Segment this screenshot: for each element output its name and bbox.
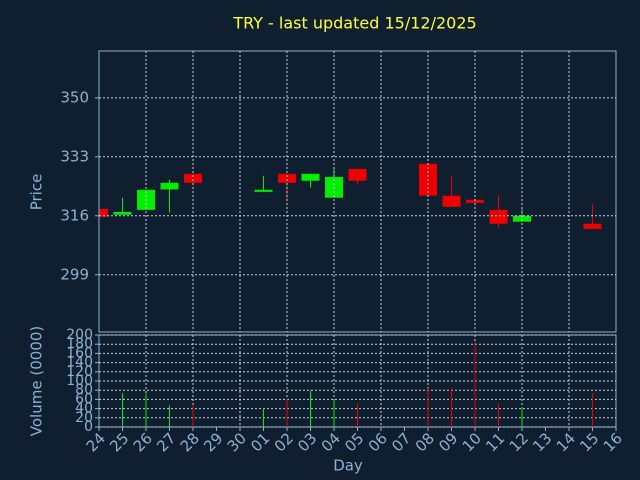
y-tick-label: 0: [84, 419, 93, 435]
candle-body: [99, 208, 108, 217]
x-tick-label: 29: [200, 429, 226, 455]
candle-body: [513, 215, 531, 222]
x-tick-label: 26: [130, 429, 156, 455]
candle-body: [466, 199, 484, 203]
x-tick-label: 14: [553, 429, 579, 455]
y-tick-label: 180: [66, 336, 93, 352]
candle-body: [348, 168, 367, 181]
x-tick-label: 11: [482, 429, 508, 455]
x-tick-label: 04: [318, 429, 344, 455]
candle-body: [301, 173, 320, 181]
candle-body: [160, 182, 179, 190]
x-tick-label: 27: [153, 429, 179, 455]
x-tick-label: 02: [271, 429, 297, 455]
y-tick-label: 299: [60, 265, 89, 283]
candle-body: [184, 173, 202, 183]
y-tick-label: 140: [66, 355, 93, 371]
y-tick-label: 350: [60, 88, 89, 106]
x-tick-label: 03: [294, 429, 320, 455]
x-axis-label: Day: [333, 457, 363, 475]
candle-body: [254, 189, 273, 192]
x-tick-label: 15: [576, 429, 602, 455]
y-tick-label: 316: [60, 206, 89, 224]
x-tick-label: 06: [365, 429, 391, 455]
y-tick-label: 80: [75, 382, 93, 398]
x-tick-label: 25: [106, 429, 132, 455]
chart-title: TRY - last updated 15/12/2025: [232, 14, 476, 33]
candle-body: [278, 173, 296, 183]
x-tick-label: 07: [388, 429, 414, 455]
candle-body: [442, 195, 461, 207]
y-tick-label: 40: [75, 401, 93, 417]
x-tick-label: 10: [459, 429, 485, 455]
y-axis-label: Price: [28, 174, 46, 211]
x-tick-label: 01: [247, 429, 273, 455]
x-tick-label: 09: [435, 429, 461, 455]
x-tick-label: 28: [177, 429, 203, 455]
y-tick-label: 333: [60, 147, 89, 165]
y-tick-label: 200: [66, 327, 93, 343]
y-tick-label: 60: [75, 391, 93, 407]
price-plot: [99, 163, 602, 229]
x-tick-label: 30: [224, 429, 250, 455]
candle-body: [583, 223, 602, 229]
price-frame: [98, 50, 617, 333]
y-tick-label: 100: [66, 373, 93, 389]
y-tick-label: 120: [66, 364, 93, 380]
candle-body: [489, 209, 508, 224]
y-tick-label: 160: [66, 345, 93, 361]
x-tick-label: 12: [506, 429, 532, 455]
x-tick-label: 08: [412, 429, 438, 455]
y-axis-label: Volume (0000): [28, 326, 46, 436]
candle-body: [113, 211, 132, 215]
x-tick-label: 16: [600, 429, 626, 455]
x-tick-label: 05: [341, 429, 367, 455]
y-tick-label: 20: [75, 410, 93, 426]
x-tick-label: 13: [529, 429, 555, 455]
